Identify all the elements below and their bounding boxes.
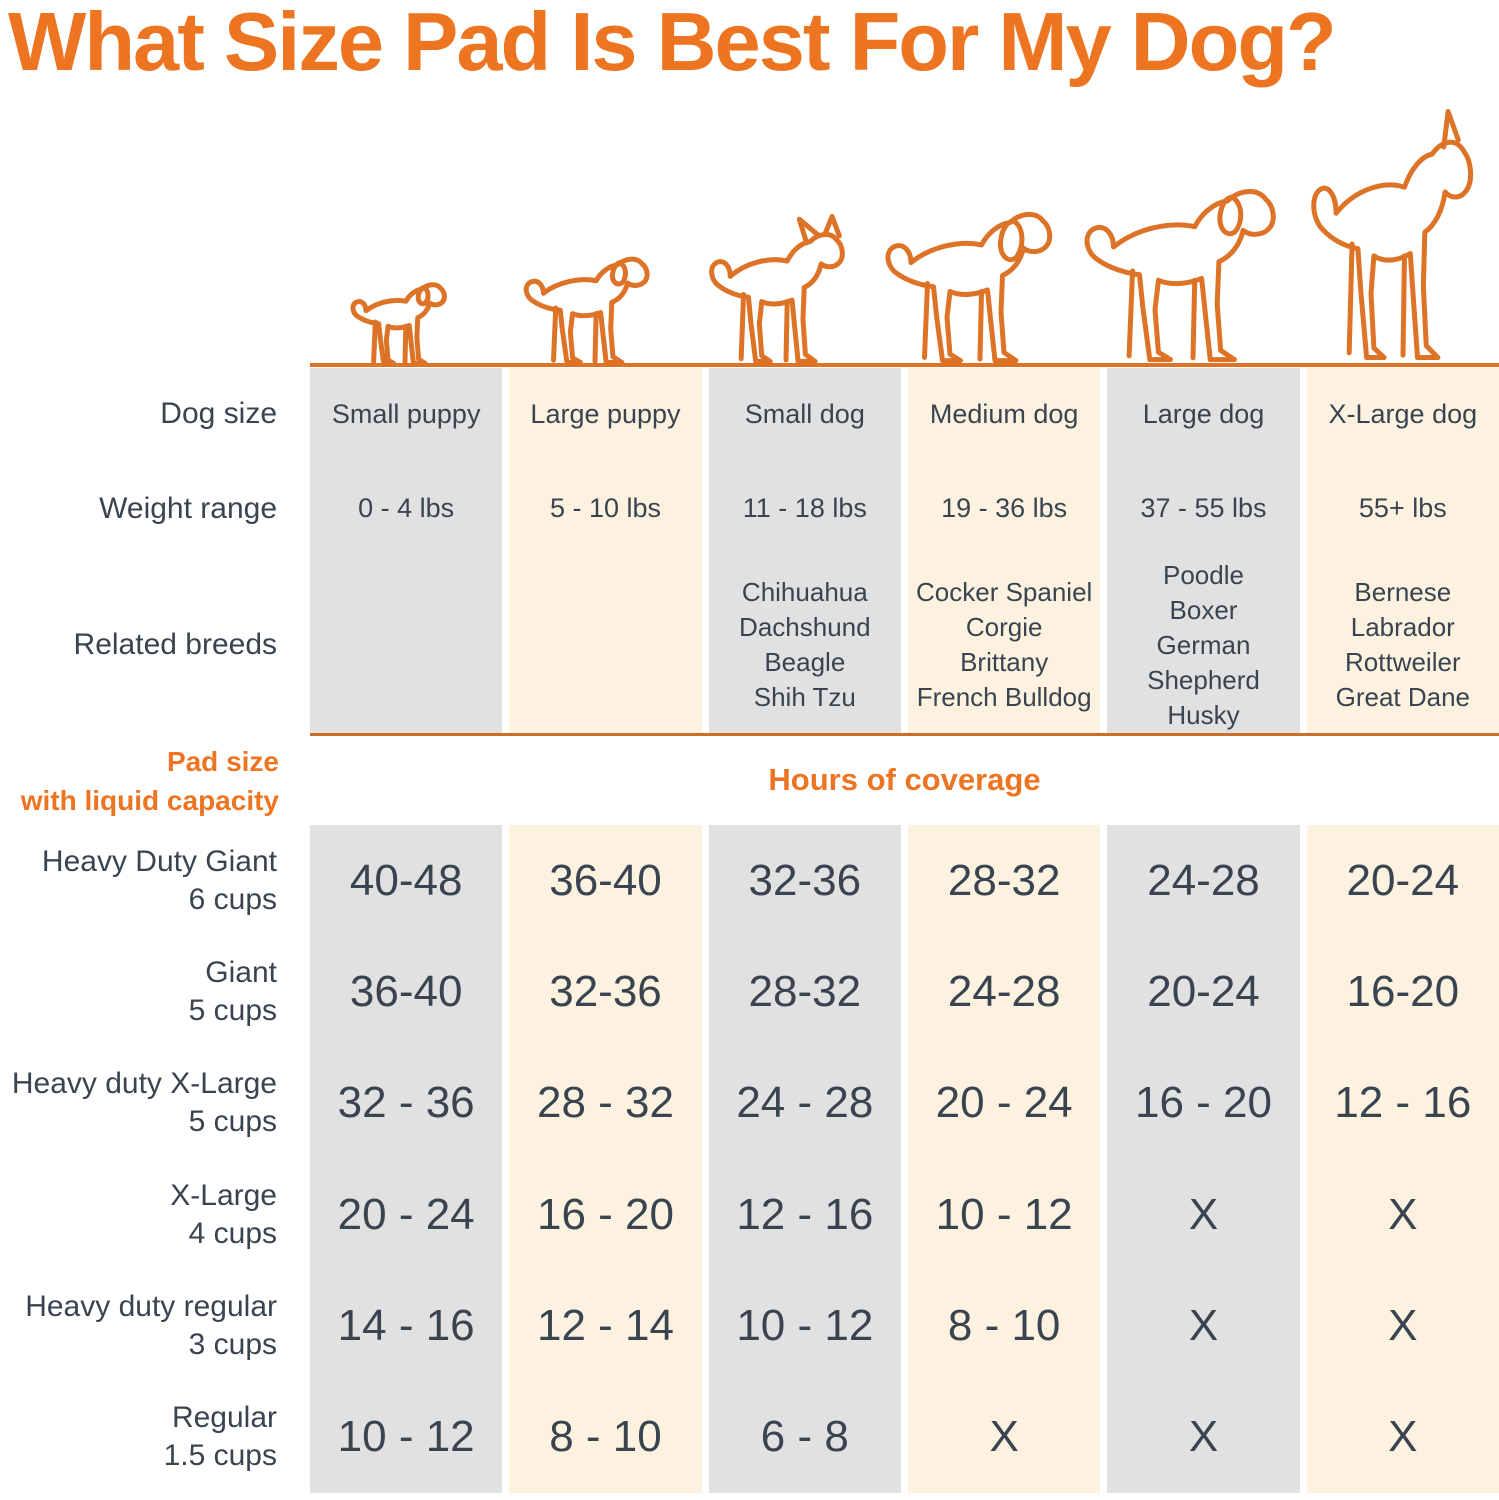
pad-row-label: X-Large 4 cups: [0, 1159, 303, 1270]
pad-name: X-Large: [170, 1178, 277, 1212]
hours-cell: X: [1306, 1159, 1499, 1271]
row-label-dog-size: Dog size: [160, 397, 277, 430]
hours-cell: X: [1107, 1159, 1300, 1271]
hours-cell: 20 - 24: [310, 1159, 503, 1271]
large-puppy-dog-icon: [500, 249, 690, 364]
dog-size-cell: Large puppy: [509, 368, 702, 460]
x-large-dog-great-dane-icon: [1307, 121, 1499, 364]
weight-range-cell: 19 - 36 lbs: [907, 460, 1101, 557]
large-dog-labrador-icon: [1079, 175, 1307, 364]
hours-cell: 6 - 8: [708, 1381, 901, 1493]
hours-cell: 16 - 20: [1107, 1047, 1300, 1159]
pad-size-section-label: Pad size with liquid capacity: [20, 746, 279, 816]
pad-capacity: 4 cups: [188, 1216, 277, 1250]
page-title: What Size Pad Is Best For My Dog?: [8, 0, 1337, 88]
hours-cell: 20-24: [1306, 825, 1499, 937]
hours-cell: 12 - 14: [509, 1270, 702, 1382]
hours-cell: X: [1306, 1270, 1499, 1382]
hours-cell: 16 - 20: [509, 1159, 702, 1271]
hours-cell: 16-20: [1306, 936, 1499, 1048]
weight-range-cell: 0 - 4 lbs: [310, 460, 503, 557]
row-label-related-breeds: Related breeds: [73, 628, 277, 661]
hours-cell: X: [1107, 1381, 1300, 1493]
hours-cell: 32 - 36: [310, 1047, 503, 1159]
dog-illustrations-row: [310, 118, 1499, 364]
hours-cell: 20 - 24: [907, 1047, 1101, 1159]
dog-size-cell: Small puppy: [310, 368, 503, 460]
ground-line: [310, 363, 1499, 367]
hours-cell: 14 - 16: [310, 1270, 503, 1382]
hours-cell: 24-28: [907, 936, 1101, 1048]
hours-cell: 10 - 12: [907, 1159, 1101, 1271]
small-dog-chihuahua-icon: [691, 222, 881, 364]
dog-size-cell: Small dog: [708, 368, 901, 460]
medium-dog-spaniel-icon: [881, 200, 1079, 364]
dog-size-cell: X-Large dog: [1306, 368, 1499, 460]
pad-name: Heavy duty regular: [25, 1289, 277, 1323]
pad-capacity: 5 cups: [188, 993, 277, 1027]
dog-size-table: Dog size Small puppy Large puppy Small d…: [0, 368, 1499, 733]
hours-cell: 32-36: [708, 825, 901, 937]
hours-cell: 24 - 28: [708, 1047, 901, 1159]
hours-cell: 8 - 10: [509, 1381, 702, 1493]
hours-cell: 36-40: [509, 825, 702, 937]
weight-range-cell: 11 - 18 lbs: [708, 460, 901, 557]
hours-cell: 12 - 16: [1306, 1047, 1499, 1159]
related-breeds-cell: Chihuahua Dachshund Beagle Shih Tzu: [708, 557, 901, 733]
related-breeds-cell: Cocker Spaniel Corgie Brittany French Bu…: [907, 557, 1101, 733]
section-divider-line: [310, 733, 1499, 736]
hours-cell: 28-32: [907, 825, 1101, 937]
hours-cell: 12 - 16: [708, 1159, 901, 1271]
pad-name: Regular: [171, 1401, 277, 1435]
pad-row-label: Regular 1.5 cups: [0, 1382, 303, 1493]
hours-cell: X: [907, 1381, 1101, 1493]
hours-cell: 40-48: [310, 825, 503, 937]
hours-of-coverage-label: Hours of coverage: [768, 762, 1041, 797]
pad-row-label: Heavy duty regular 3 cups: [0, 1270, 303, 1381]
dog-size-cell: Medium dog: [907, 368, 1101, 460]
pad-capacity: 3 cups: [188, 1327, 277, 1361]
hours-cell: 32-36: [509, 936, 702, 1048]
related-breeds-cell: [509, 557, 702, 733]
hours-cell: X: [1107, 1270, 1300, 1382]
hours-cell: 10 - 12: [310, 1381, 503, 1493]
hours-cell: 10 - 12: [708, 1270, 901, 1382]
hours-cell: 28 - 32: [509, 1047, 702, 1159]
pad-capacity: 1.5 cups: [163, 1439, 277, 1473]
hours-cell: 24-28: [1107, 825, 1300, 937]
small-puppy-dog-icon: [310, 277, 500, 364]
hours-cell: 36-40: [310, 936, 503, 1048]
row-label-weight-range: Weight range: [99, 491, 277, 525]
pad-name: Giant: [205, 955, 277, 989]
hours-cell: 8 - 10: [907, 1270, 1101, 1382]
weight-range-cell: 37 - 55 lbs: [1107, 460, 1300, 557]
hours-cell: X: [1306, 1381, 1499, 1493]
pad-capacity: 5 cups: [188, 1105, 277, 1139]
hours-of-coverage-table: Heavy Duty Giant 6 cups 40-48 36-40 32-3…: [0, 825, 1499, 1493]
related-breeds-cell: Poodle Boxer German Shepherd Husky: [1107, 557, 1300, 733]
pad-name: Heavy duty X-Large: [11, 1067, 277, 1101]
dog-size-cell: Large dog: [1107, 368, 1300, 460]
hours-cell: 20-24: [1107, 936, 1300, 1048]
weight-range-cell: 55+ lbs: [1306, 460, 1499, 557]
related-breeds-cell: Bernese Labrador Rottweiler Great Dane: [1306, 557, 1499, 733]
pad-row-label: Giant 5 cups: [0, 936, 303, 1047]
hours-cell: 28-32: [708, 936, 901, 1048]
pad-row-label: Heavy Duty Giant 6 cups: [0, 825, 303, 936]
weight-range-cell: 5 - 10 lbs: [509, 460, 702, 557]
related-breeds-cell: [310, 557, 503, 733]
pad-name: Heavy Duty Giant: [41, 844, 277, 878]
pad-capacity: 6 cups: [188, 882, 277, 916]
pad-row-label: Heavy duty X-Large 5 cups: [0, 1048, 303, 1159]
